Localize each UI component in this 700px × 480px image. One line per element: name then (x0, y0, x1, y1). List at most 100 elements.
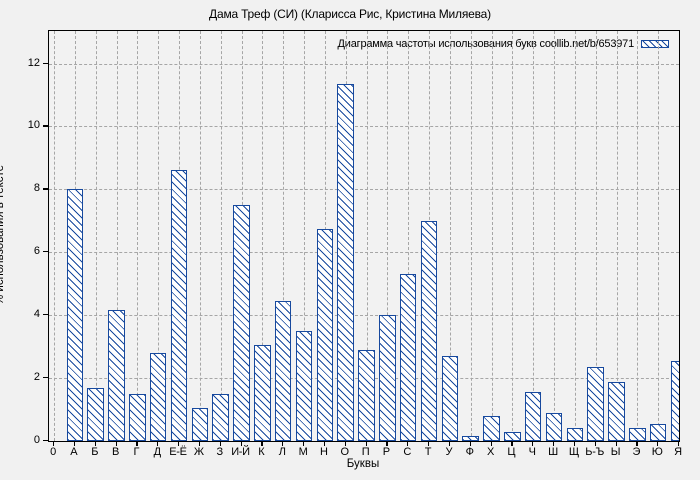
x-tick-mark (615, 441, 617, 446)
bar-Ф (462, 436, 479, 441)
bar-В (108, 310, 125, 441)
bar-Ы (608, 381, 625, 441)
v-gridline (658, 31, 660, 441)
bar-Ц (504, 431, 521, 441)
x-tick-mark (428, 441, 430, 446)
x-tick-label: Т (424, 446, 432, 458)
x-tick-label: Р (382, 446, 390, 458)
v-gridline (262, 31, 264, 441)
x-tick-label: Ь-Ъ (585, 446, 604, 458)
y-tick-mark (43, 440, 48, 442)
x-tick-mark (157, 441, 159, 446)
h-gridline (49, 126, 679, 128)
bar-Э (629, 428, 646, 441)
x-tick-label: Н (320, 446, 328, 458)
v-gridline (449, 31, 451, 441)
y-tick-mark (43, 125, 48, 127)
x-tick-mark (240, 441, 242, 446)
h-gridline (49, 189, 679, 191)
x-tick-mark (282, 441, 284, 446)
v-gridline (554, 31, 555, 441)
v-gridline (533, 31, 535, 441)
x-tick-label: Ц (507, 446, 516, 458)
bar-Я (670, 360, 679, 441)
bar-Г (129, 393, 146, 441)
x-tick-label: Б (91, 446, 99, 458)
v-gridline (574, 31, 576, 441)
bar-Ь-Ъ (587, 367, 604, 441)
y-tick-mark (43, 314, 48, 316)
plot-area: Диаграмма частоты использования букв coo… (48, 30, 680, 442)
bar-С (399, 274, 417, 441)
x-tick-mark (261, 441, 263, 446)
x-tick-mark (136, 441, 138, 446)
y-tick-mark (43, 377, 48, 379)
h-gridline (49, 252, 679, 254)
v-gridline (283, 31, 285, 441)
x-tick-label: Г (133, 446, 140, 458)
x-tick-mark (469, 441, 471, 446)
v-gridline (408, 31, 410, 441)
v-gridline (199, 31, 201, 441)
x-tick-label: Ю (651, 446, 663, 458)
x-tick-label: Е-Ё (169, 446, 187, 458)
chart-title: Дама Треф (СИ) (Кларисса Рис, Кристина М… (209, 7, 491, 21)
x-tick-label: Ф (465, 446, 474, 458)
x-tick-label: З (216, 446, 223, 458)
h-gridline (49, 315, 679, 317)
x-tick-mark (553, 441, 555, 446)
x-tick-label: Х (486, 446, 495, 458)
bar-М (295, 330, 313, 441)
bar-О (337, 83, 354, 441)
x-axis-label: Буквы (346, 458, 380, 470)
y-tick-label: 8 (33, 182, 40, 195)
v-gridline (679, 31, 680, 441)
x-tick-mark (448, 441, 451, 446)
bar-Т (420, 220, 438, 441)
x-tick-mark (53, 441, 55, 446)
x-tick-mark (73, 441, 76, 446)
bar-Е-Ё (170, 170, 188, 441)
x-tick-mark (219, 441, 221, 446)
bar-Х (483, 415, 500, 441)
legend-label: Диаграмма частоты использования букв coo… (337, 38, 635, 50)
v-gridline (387, 31, 389, 441)
x-tick-label: М (298, 446, 308, 458)
x-tick-mark (178, 441, 180, 446)
x-tick-label: Ш (548, 446, 558, 458)
bar-Б (87, 387, 104, 441)
x-tick-mark (365, 441, 367, 446)
y-tick-label: 4 (33, 308, 40, 321)
x-tick-label: О (340, 446, 350, 458)
y-tick-label: 2 (33, 371, 40, 384)
x-tick-label: К (258, 446, 265, 458)
x-tick-label: Ч (528, 446, 536, 458)
x-tick-label: В (111, 446, 120, 458)
bar-А (66, 189, 84, 441)
v-gridline (158, 31, 160, 441)
x-tick-label: П (361, 446, 370, 458)
bar-Р (379, 315, 396, 441)
x-tick-mark (198, 441, 201, 446)
x-tick-mark (115, 441, 117, 446)
legend-hatch-swatch-icon (641, 40, 669, 48)
bar-Ю (649, 423, 667, 441)
bar-Д (149, 352, 167, 441)
x-tick-label: Я (674, 446, 682, 458)
x-tick-label: Ж (193, 446, 204, 458)
y-tick-label: 12 (27, 56, 40, 69)
y-tick-label: 0 (33, 434, 40, 446)
h-gridline (49, 63, 679, 65)
bar-Л (274, 301, 292, 441)
y-tick-mark (43, 251, 48, 253)
x-tick-mark (573, 441, 576, 446)
v-gridline (95, 31, 97, 441)
x-tick-mark (323, 441, 326, 446)
x-tick-label: А (70, 446, 78, 458)
legend: Диаграмма частоты использования букв coo… (338, 38, 669, 50)
bar-Ч (524, 392, 542, 441)
x-tick-label: Д (153, 446, 161, 458)
bar-Ш (545, 412, 563, 441)
x-tick-mark (407, 441, 409, 446)
